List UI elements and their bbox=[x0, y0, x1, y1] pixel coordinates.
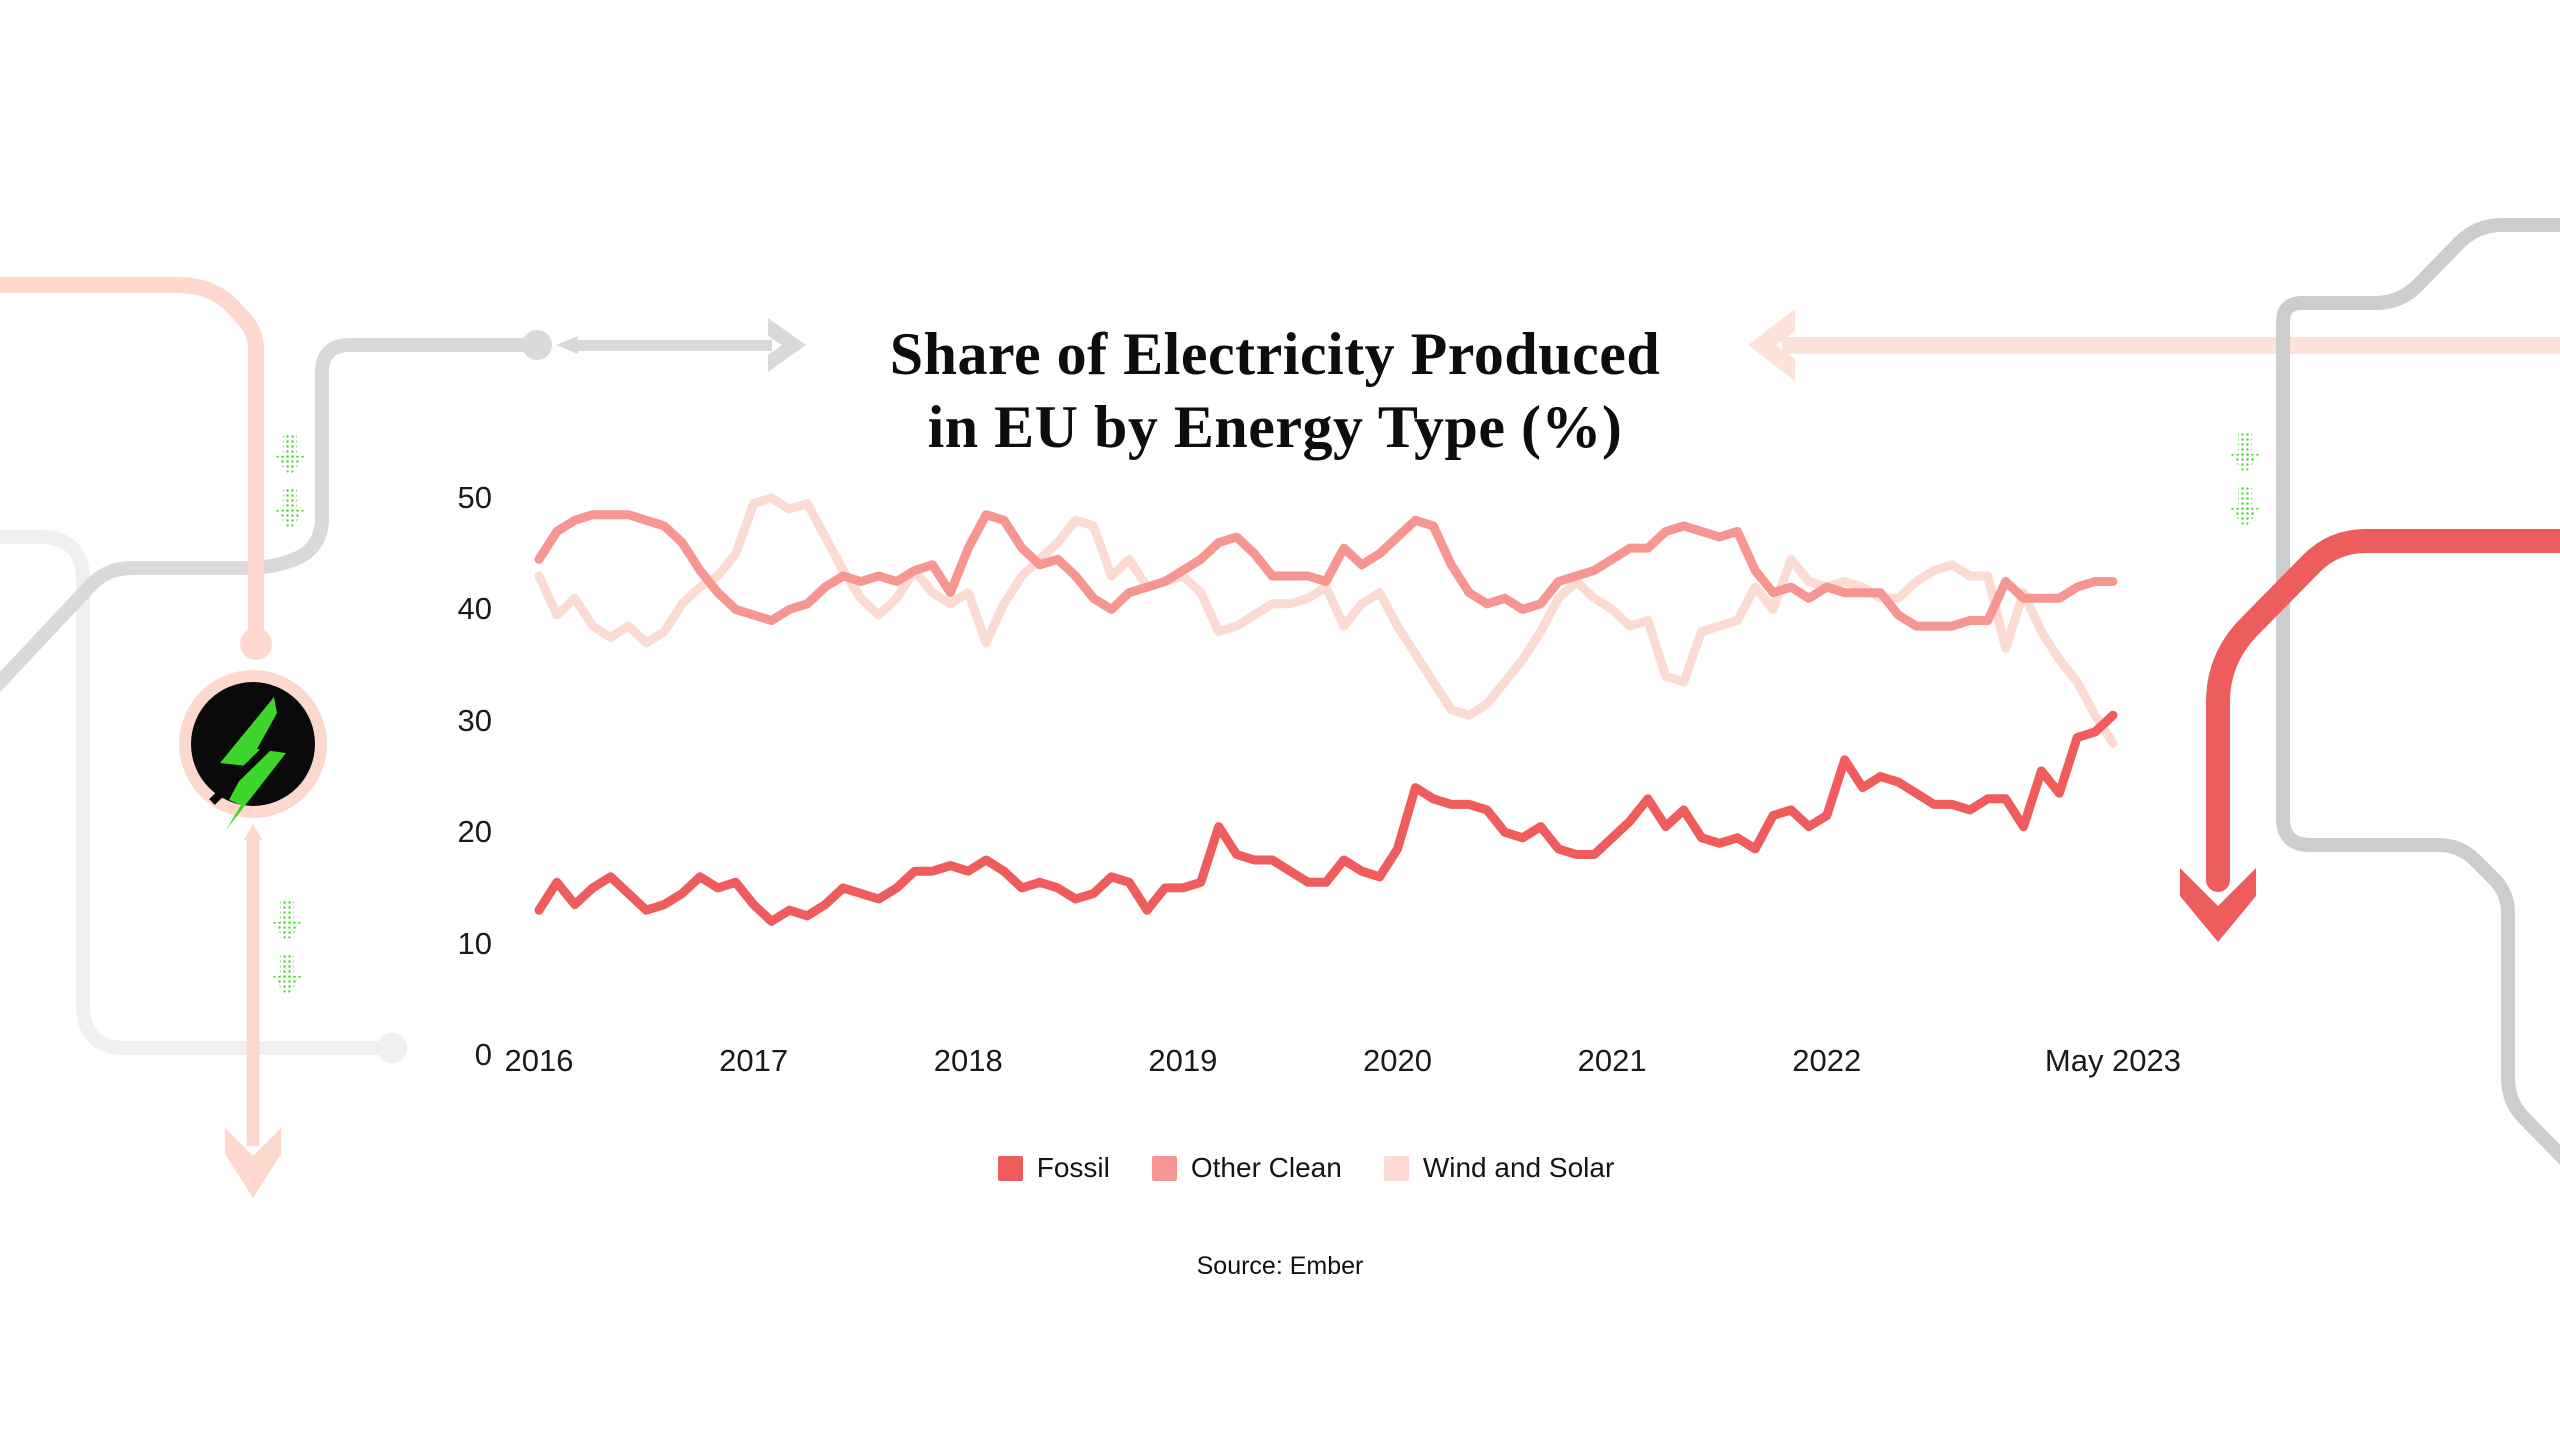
x-tick-2017: 2017 bbox=[719, 1043, 789, 1078]
green-dotted-arrows bbox=[272, 432, 2260, 996]
y-tick-10: 10 bbox=[457, 925, 492, 961]
page-title-line2: in EU by Energy Type (%) bbox=[927, 394, 1623, 461]
source-credit: Source: Ember bbox=[1196, 1252, 1364, 1280]
x-tick-2019: 2019 bbox=[1148, 1043, 1218, 1078]
x-tick-2018: 2018 bbox=[933, 1043, 1003, 1078]
red-circuit-arrow bbox=[2180, 529, 2560, 942]
legend-label-other-clean: Other Clean bbox=[1190, 1152, 1342, 1183]
y-tick-50: 50 bbox=[457, 480, 492, 515]
x-tick-may-2023: May 2023 bbox=[2044, 1043, 2182, 1078]
page-title-line1: Share of Electricity Produced bbox=[889, 321, 1661, 388]
legend-swatch-other-clean bbox=[1151, 1155, 1177, 1181]
peach-circuit-path-left bbox=[0, 277, 272, 660]
lightning-bolt-icon bbox=[179, 670, 327, 830]
legend-swatch-wind-solar bbox=[1383, 1155, 1409, 1181]
x-tick-2020: 2020 bbox=[1363, 1043, 1432, 1078]
x-tick-2016: 2016 bbox=[504, 1043, 574, 1078]
title-arrow-gray-icon bbox=[556, 318, 806, 372]
legend-item-fossil: Fossil bbox=[997, 1152, 1110, 1184]
gray-circuit-path-left bbox=[0, 330, 552, 693]
faint-gray-circuit-path bbox=[0, 530, 407, 1063]
x-tick-2022: 2022 bbox=[1792, 1043, 1862, 1078]
page-title: Share of Electricity Produced in EU by E… bbox=[600, 318, 1950, 464]
chart-legend: Fossil Other Clean Wind and Solar bbox=[0, 1152, 2560, 1184]
y-tick-0: 0 bbox=[474, 1037, 492, 1072]
peach-down-arrow-icon bbox=[225, 824, 281, 1198]
line-fossil bbox=[534, 710, 2118, 926]
legend-item-other-clean: Other Clean bbox=[1151, 1152, 1342, 1184]
x-tick-2021: 2021 bbox=[1577, 1043, 1647, 1078]
legend-item-wind-solar: Wind and Solar bbox=[1383, 1152, 1615, 1184]
title-arrow-peach-icon bbox=[1748, 309, 2560, 381]
legend-label-wind-solar: Wind and Solar bbox=[1422, 1152, 1615, 1183]
y-tick-40: 40 bbox=[457, 591, 492, 627]
line-wind-and-solar bbox=[534, 493, 2118, 748]
legend-swatch-fossil bbox=[997, 1155, 1023, 1181]
y-tick-20: 20 bbox=[457, 814, 492, 850]
line-other-clean bbox=[534, 510, 2118, 631]
legend-label-fossil: Fossil bbox=[1036, 1152, 1110, 1183]
chart-lines bbox=[534, 493, 2118, 926]
y-tick-30: 30 bbox=[457, 702, 492, 738]
gray-circuit-path-right bbox=[2276, 218, 2560, 1165]
